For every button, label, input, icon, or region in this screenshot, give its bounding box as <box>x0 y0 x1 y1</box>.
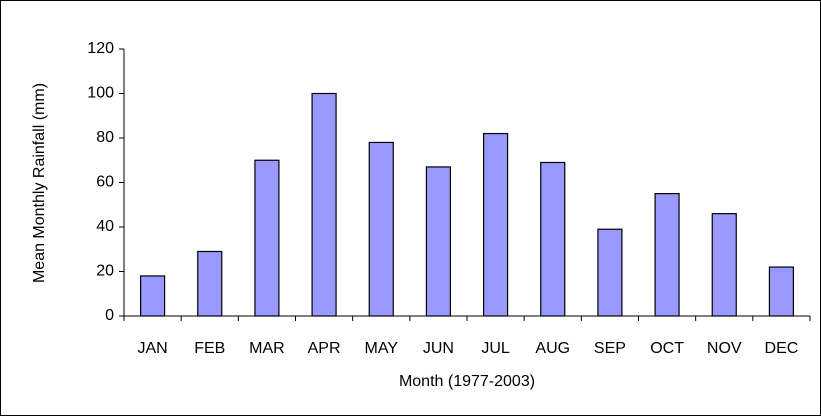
y-tick-label: 100 <box>87 85 114 102</box>
y-tick-label: 80 <box>96 129 114 146</box>
bar <box>254 159 280 317</box>
x-tick-label: JUN <box>423 340 454 357</box>
bar <box>197 250 223 317</box>
x-tick-label: FEB <box>194 340 225 357</box>
x-tick-label: JAN <box>137 340 167 357</box>
bar <box>540 161 566 317</box>
x-tick-label: APR <box>308 340 341 357</box>
y-tick-label: 40 <box>96 218 114 235</box>
x-tick-label: MAR <box>249 340 285 357</box>
y-tick-label: 60 <box>96 174 114 191</box>
bar <box>482 132 509 317</box>
x-axis-title: Month (1977-2003) <box>399 373 535 390</box>
x-tick-label: AUG <box>535 340 570 357</box>
y-tick-label: 20 <box>96 263 114 280</box>
bar <box>768 266 795 317</box>
x-tick-label: MAY <box>365 340 399 357</box>
y-tick-label: 120 <box>87 40 114 57</box>
bar <box>654 193 680 317</box>
bar <box>368 141 394 317</box>
bar <box>425 166 452 317</box>
x-tick-label: OCT <box>650 340 684 357</box>
x-tick-label: DEC <box>765 340 799 357</box>
bar <box>597 228 623 317</box>
x-tick-label: SEP <box>594 340 626 357</box>
x-tick-label: JUL <box>481 340 510 357</box>
bar <box>711 213 737 317</box>
x-tick-label: NOV <box>707 340 742 357</box>
bar <box>311 92 337 317</box>
y-tick-label: 0 <box>105 307 114 324</box>
y-axis-title: Mean Monthly Rainfall (mm) <box>31 83 48 283</box>
bar <box>139 275 166 317</box>
